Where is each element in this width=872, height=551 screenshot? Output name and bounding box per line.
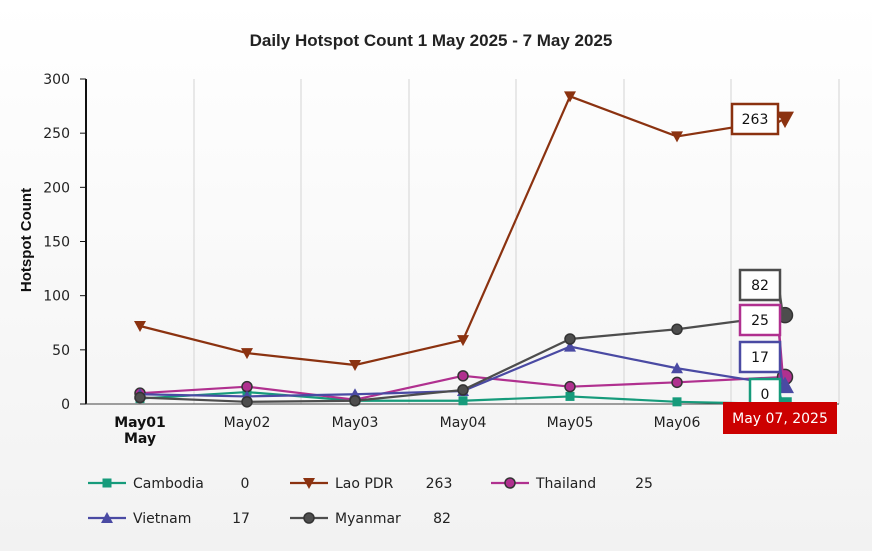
x-tick-label: May01 [114,415,166,431]
legend-value-myanmar: 82 [433,511,451,527]
x-tick-label: May06 [654,415,701,431]
legend-marker-thailand [504,477,516,489]
y-tick-label: 200 [43,180,70,196]
data-point-myanmar [134,391,146,404]
y-tick-label: 250 [43,126,70,142]
legend-marker-lao-pdr [303,478,315,489]
tooltip-box-vietnam [738,340,782,374]
tooltip-value-vietnam: 17 [751,350,769,366]
data-point-lao-pdr [671,131,683,143]
tooltip-value-cambodia: 0 [761,387,770,403]
legend-label-thailand: Thailand [535,476,596,492]
data-point-thailand [671,376,683,389]
y-tick-label: 50 [52,343,70,359]
series-line-lao-pdr [139,95,786,367]
x-tick-label: May04 [440,415,487,431]
data-point-lao-pdr [134,321,146,332]
crosshair-label-text: May 07, 2025 [732,411,828,427]
data-point-cambodia [565,391,575,401]
tooltips: 263 82 25 17 0 [730,102,785,411]
legend-value-thailand: 25 [635,476,653,492]
data-point-myanmar [671,323,683,335]
data-point-lao-pdr [457,335,469,347]
x-tick-label: May03 [332,415,379,431]
data-point-myanmar [241,396,253,408]
crosshair-label-box [723,402,837,434]
y-tick-label: 0 [61,397,70,413]
y-tick-label: 300 [43,72,70,88]
data-point-myanmar [349,395,361,407]
y-ticks: 0 50 100 150 200 250 300 [43,72,86,413]
chart-title: Daily Hotspot Count 1 May 2025 - 7 May 2… [250,31,613,50]
data-point-lao-pdr [349,360,361,371]
x-tick-label: May02 [224,415,271,431]
x-tick-sublabel: May [124,431,156,447]
legend-value-vietnam: 17 [232,511,250,527]
legend-value-lao-pdr: 263 [426,476,453,492]
data-point-cambodia [672,397,682,407]
legend-marker-vietnam [101,512,113,523]
legend-value-cambodia: 0 [241,476,250,492]
y-tick-label: 100 [43,289,70,305]
data-point-lao-pdr [564,91,576,103]
data-point-thailand [457,370,469,382]
series-lines [134,91,794,411]
data-point-myanmar [457,384,469,396]
y-axis-label: Hotspot Count [18,188,35,292]
y-tick-label: 150 [43,235,70,251]
x-ticks: May01May02May03May04May05May06May07May [114,415,808,447]
tooltip-value-myanmar: 82 [751,278,769,294]
crosshair-label: May 07, 2025 [723,402,837,434]
data-point-vietnam [564,340,576,352]
data-point-lao-pdr [776,111,794,129]
data-point-vietnam [671,362,683,374]
x-tick-label: May05 [547,415,594,431]
tooltip-box-myanmar [738,268,782,302]
tooltip-box-lao-pdr [730,102,780,136]
tooltip-value-thailand: 25 [751,313,769,329]
legend-marker-myanmar [303,512,315,524]
data-point-thailand [241,380,253,393]
legend-label-lao-pdr: Lao PDR [335,476,394,492]
tooltip-box-thailand [738,303,782,337]
data-point-lao-pdr [241,348,253,360]
legend-label-myanmar: Myanmar [335,511,401,527]
legend-marker-cambodia [102,478,112,488]
data-point-cambodia [458,396,468,406]
data-point-thailand [564,380,576,393]
legend: Cambodia 0 Lao PDR 263 Thailand 25 Vietnam 17 My… [88,476,653,527]
data-point-myanmar [564,333,576,345]
tooltip-value-lao-pdr: 263 [742,112,769,128]
legend-label-cambodia: Cambodia [133,476,204,492]
legend-label-vietnam: Vietnam [133,511,191,527]
